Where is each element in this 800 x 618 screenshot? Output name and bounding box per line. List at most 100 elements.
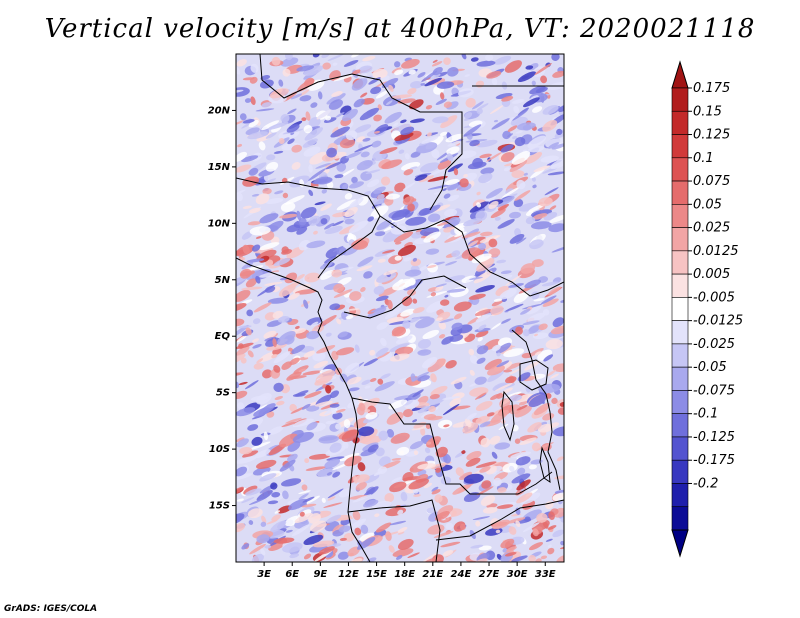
velocity-blob: [471, 101, 484, 110]
velocity-blob: [363, 474, 380, 484]
velocity-blob: [381, 159, 403, 170]
colorbar-label: 0.005: [693, 267, 730, 282]
velocity-blob: [496, 392, 504, 399]
velocity-blob: [371, 195, 390, 205]
velocity-blob: [332, 412, 343, 420]
velocity-blob: [482, 507, 498, 514]
velocity-blob: [236, 456, 257, 464]
velocity-blob: [500, 270, 512, 275]
velocity-blob: [236, 486, 244, 494]
velocity-blob: [327, 488, 344, 499]
velocity-blob: [347, 546, 360, 557]
velocity-blob: [247, 131, 268, 140]
velocity-blob: [466, 412, 477, 420]
velocity-blob: [518, 400, 528, 406]
velocity-blob: [236, 151, 248, 162]
velocity-blob: [306, 330, 320, 340]
velocity-blob: [298, 490, 311, 495]
velocity-blob: [360, 524, 369, 534]
velocity-blob: [259, 473, 277, 482]
velocity-blob: [238, 381, 248, 385]
velocity-blob: [380, 373, 391, 380]
velocity-blob: [418, 208, 431, 216]
velocity-blob: [357, 256, 374, 267]
velocity-blob: [427, 264, 437, 269]
velocity-blob: [445, 133, 464, 143]
velocity-blob: [486, 70, 502, 79]
velocity-blob: [543, 211, 558, 221]
velocity-blob: [295, 325, 300, 330]
velocity-blob: [339, 138, 356, 149]
velocity-blob: [505, 274, 522, 286]
lake-malawi: [539, 446, 551, 484]
velocity-blob: [446, 153, 454, 162]
velocity-blob: [475, 313, 492, 323]
velocity-blob: [393, 231, 414, 243]
velocity-blob: [244, 380, 259, 390]
velocity-blob: [296, 226, 308, 235]
velocity-blob: [280, 201, 296, 213]
velocity-blob: [333, 283, 345, 293]
velocity-blob: [367, 444, 379, 453]
velocity-blob: [238, 325, 252, 329]
velocity-blob: [325, 420, 336, 425]
velocity-blob: [373, 114, 382, 122]
velocity-blob: [474, 309, 493, 316]
velocity-blob: [528, 464, 537, 470]
velocity-blob: [249, 76, 258, 84]
velocity-blob: [267, 297, 289, 304]
velocity-blob: [312, 540, 335, 548]
velocity-blob: [515, 130, 523, 134]
velocity-blob: [547, 544, 552, 548]
velocity-blob: [538, 197, 553, 207]
velocity-blob: [422, 356, 438, 369]
velocity-blob: [336, 246, 347, 256]
velocity-blob: [403, 168, 414, 176]
lon-label: 21E: [422, 569, 443, 580]
velocity-blob: [437, 159, 452, 170]
border-central-1: [379, 215, 564, 297]
velocity-blob: [367, 179, 380, 188]
velocity-blob: [527, 312, 546, 323]
velocity-blob: [371, 140, 382, 148]
velocity-blob: [447, 216, 461, 226]
velocity-blob: [247, 350, 254, 358]
velocity-blob: [447, 163, 463, 173]
velocity-blob: [385, 531, 392, 541]
velocity-blob: [303, 553, 312, 560]
colorbar-label: 0.125: [693, 128, 730, 143]
colorbar-segment: [671, 436, 689, 461]
velocity-blob: [453, 313, 463, 320]
colorbar-label: 0.1: [693, 151, 714, 166]
velocity-blob: [425, 105, 433, 110]
velocity-blob: [254, 404, 268, 413]
velocity-blob: [420, 427, 426, 436]
velocity-blob: [310, 321, 319, 327]
velocity-blob: [256, 534, 270, 544]
velocity-blob: [515, 520, 521, 528]
velocity-blob: [236, 276, 247, 285]
velocity-blob: [394, 61, 401, 68]
velocity-blob: [407, 317, 421, 324]
velocity-blob: [413, 494, 421, 497]
velocity-blob: [528, 145, 545, 153]
velocity-blob: [410, 373, 416, 382]
velocity-blob: [397, 509, 404, 516]
velocity-blob: [318, 315, 337, 328]
velocity-blob: [391, 476, 402, 483]
velocity-blob: [403, 399, 420, 409]
velocity-blob: [258, 141, 266, 151]
velocity-blob: [423, 231, 441, 243]
velocity-blob: [533, 165, 551, 173]
velocity-blob: [305, 111, 311, 121]
velocity-blob: [556, 128, 563, 136]
velocity-blob: [252, 344, 262, 349]
velocity-blob: [267, 121, 289, 130]
velocity-blob: [329, 390, 340, 399]
velocity-blob: [373, 186, 386, 194]
colorbar-segment: [671, 273, 689, 298]
velocity-blob: [463, 492, 481, 502]
velocity-blob: [517, 372, 531, 382]
velocity-blob: [291, 161, 301, 170]
velocity-blob: [522, 303, 543, 310]
